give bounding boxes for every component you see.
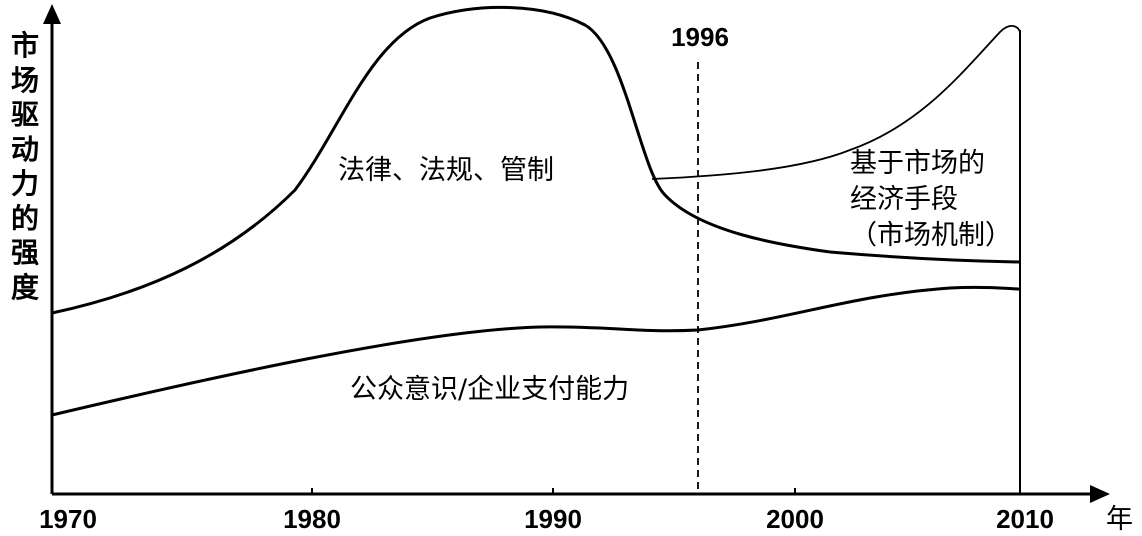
x-tick-1990: 1990 xyxy=(524,504,582,534)
market-label-line-2: 经济手段 xyxy=(850,184,958,215)
x-tick-2000: 2000 xyxy=(766,504,824,534)
x-tick-1980: 1980 xyxy=(283,504,341,534)
y-axis-arrow xyxy=(43,4,61,24)
x-tick-1970: 1970 xyxy=(39,504,97,534)
y-axis-label-char: 驱 xyxy=(10,98,39,131)
market-label-line-1: 基于市场的 xyxy=(850,148,985,179)
y-axis-label-char: 强 xyxy=(10,236,39,269)
regulation-curve xyxy=(51,5,1021,315)
marker-1996-label: 1996 xyxy=(671,22,729,52)
market-label-line-3: （市场机制） xyxy=(850,220,1012,251)
y-axis-label-char: 度 xyxy=(10,270,39,304)
y-axis-label-char: 动 xyxy=(10,132,39,166)
y-axis-label-char: 场 xyxy=(10,63,39,97)
y-axis-label-char: 市 xyxy=(10,29,39,62)
y-axis-label-char: 的 xyxy=(10,201,39,235)
x-axis-arrow xyxy=(1090,485,1110,503)
x-axis-unit: 年 xyxy=(1106,504,1133,535)
public-awareness-label: 公众意识/企业支付能力 xyxy=(350,374,629,405)
y-axis-label-char: 力 xyxy=(10,167,39,200)
market-mechanism-curve xyxy=(651,25,1021,180)
x-tick-2010: 2010 xyxy=(996,504,1054,534)
public-awareness-curve xyxy=(51,285,1021,417)
regulation-label: 法律、法规、管制 xyxy=(338,155,554,186)
